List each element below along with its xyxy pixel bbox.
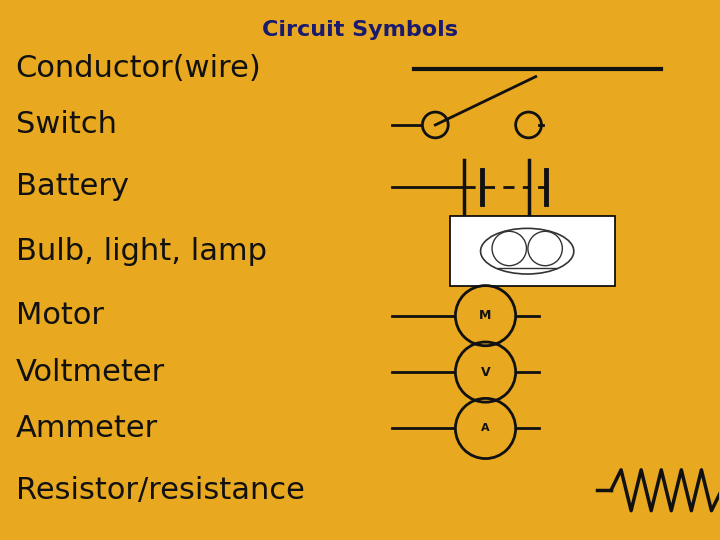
Bar [450,217,615,286]
Text: Motor: Motor [16,301,104,330]
Text: A: A [481,423,490,434]
Text: V: V [481,366,490,379]
Text: Resistor/resistance: Resistor/resistance [16,476,305,505]
Text: Bulb, light, lamp: Bulb, light, lamp [16,237,266,266]
Text: Ammeter: Ammeter [16,414,158,443]
Text: M: M [480,309,492,322]
Text: Conductor(wire): Conductor(wire) [16,54,261,83]
Text: Circuit Symbols: Circuit Symbols [262,20,458,40]
Text: Battery: Battery [16,172,129,201]
Text: Switch: Switch [16,111,117,139]
Text: Voltmeter: Voltmeter [16,357,165,387]
